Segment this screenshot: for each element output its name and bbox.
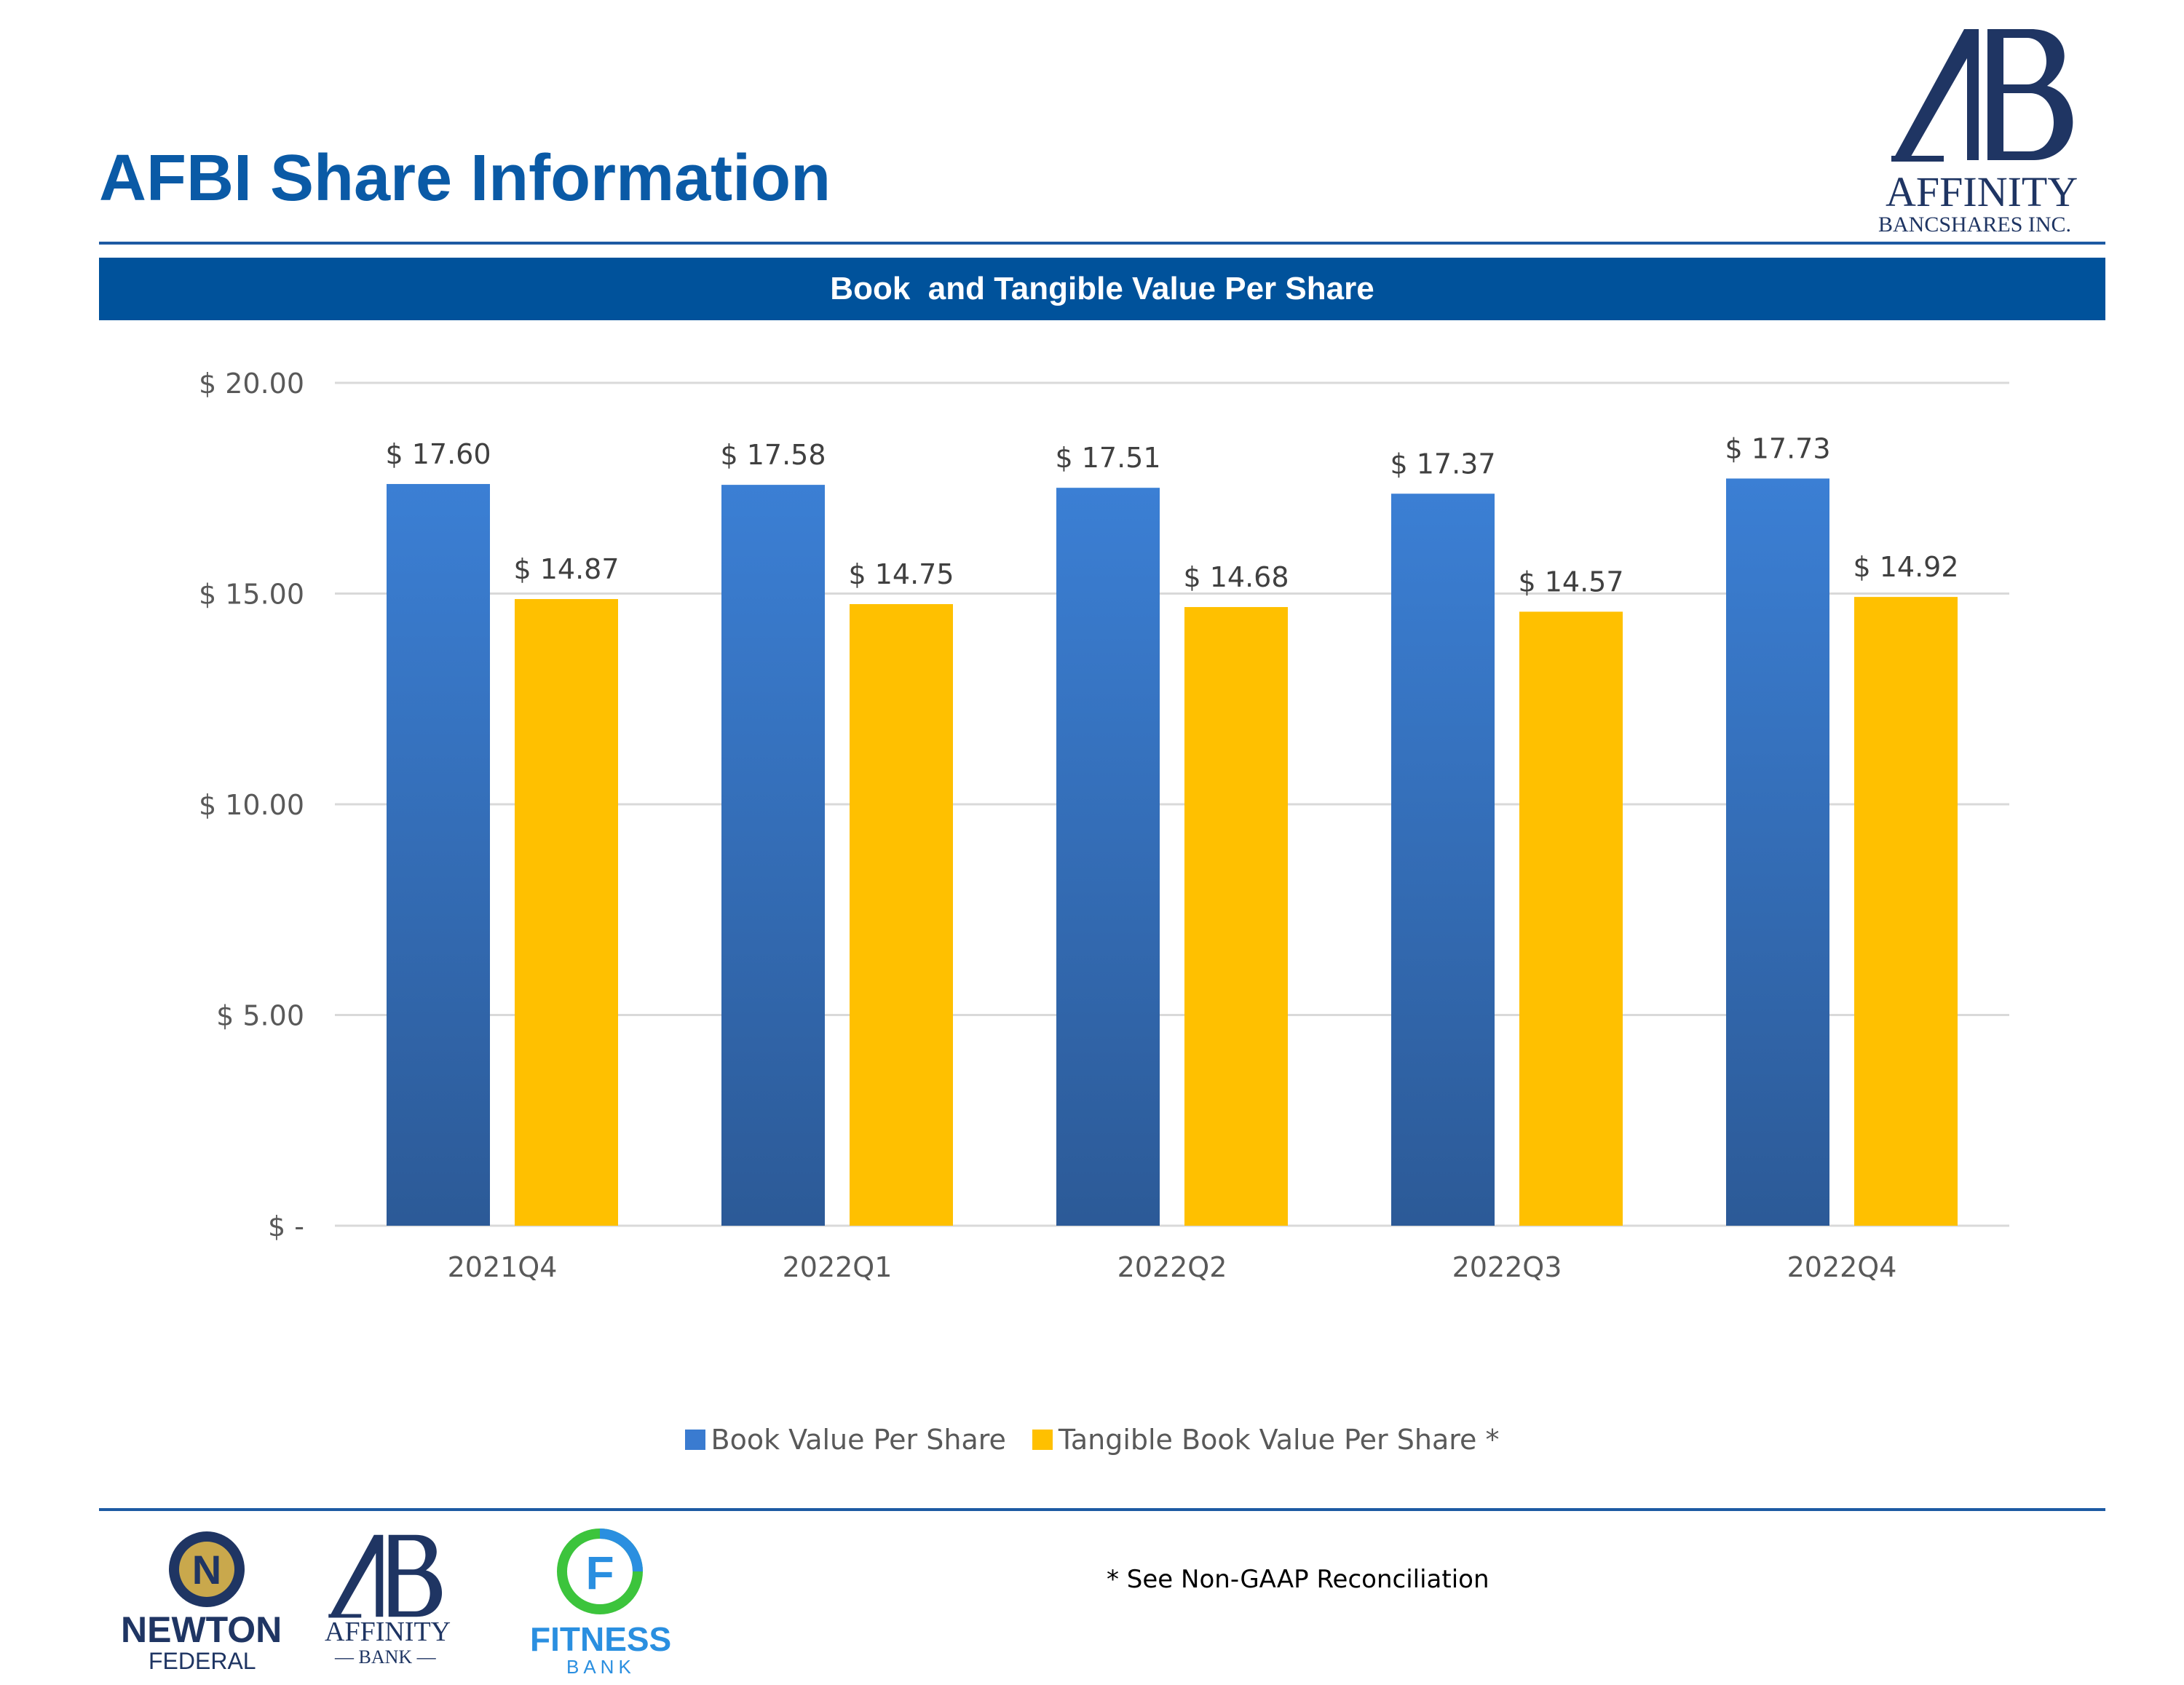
- bar-tangible-book-value: [515, 599, 618, 1226]
- fitness-bank-text: BANK: [566, 1656, 636, 1678]
- data-label-tangible-book-value: $ 14.87: [513, 553, 619, 585]
- ab-monogram-small-icon: [328, 1534, 443, 1618]
- data-label-tangible-book-value: $ 14.57: [1518, 566, 1623, 598]
- data-label-tangible-book-value: $ 14.92: [1853, 551, 1958, 583]
- legend-item-book-value: Book Value Per Share: [684, 1424, 1006, 1456]
- data-label-book-value: $ 17.37: [1390, 448, 1495, 480]
- ab-monogram-icon: [1891, 29, 2073, 162]
- x-tick-label: 2022Q1: [783, 1251, 893, 1283]
- fitness-bank-logo: F FITNESS BANK: [524, 1525, 684, 1678]
- bar-tangible-book-value: [1854, 597, 1958, 1226]
- legend-label-book-value: Book Value Per Share: [711, 1424, 1006, 1456]
- bar-book-value: [1726, 478, 1829, 1226]
- bar-book-value: [1056, 488, 1160, 1226]
- svg-text:N: N: [192, 1547, 221, 1593]
- data-label-book-value: $ 17.60: [385, 438, 491, 470]
- data-label-book-value: $ 17.51: [1055, 442, 1160, 474]
- chart-title-banner: Book and Tangible Value Per Share: [99, 258, 2105, 320]
- logo-affinity-text: AFFINITY: [1886, 168, 2078, 215]
- bar-tangible-book-value: [850, 603, 953, 1226]
- fitness-text: FITNESS: [530, 1620, 672, 1658]
- chart-legend: Book Value Per Share Tangible Book Value…: [0, 1418, 2184, 1462]
- newton-n-icon: N: [169, 1531, 245, 1607]
- logo-bancshares-text: BANCSHARES INC.: [1878, 213, 2072, 237]
- data-label-book-value: $ 17.73: [1725, 432, 1830, 464]
- bar-book-value: [721, 485, 825, 1226]
- legend-swatch-tangible-book-value: [1032, 1430, 1053, 1450]
- y-tick-label: $ -: [268, 1210, 304, 1242]
- legend-item-tangible-book-value: Tangible Book Value Per Share *: [1032, 1424, 1500, 1456]
- bar-book-value: [387, 483, 490, 1226]
- svg-text:F: F: [585, 1547, 614, 1599]
- newton-text: NEWTON: [121, 1609, 282, 1650]
- x-tick-label: 2022Q4: [1787, 1251, 1897, 1283]
- newton-federal-logo: N NEWTON FEDERAL: [116, 1529, 298, 1674]
- data-label-tangible-book-value: $ 14.68: [1183, 561, 1289, 593]
- affinity-bank-logo: AFFINITY — BANK —: [320, 1529, 466, 1674]
- y-tick-label: $ 10.00: [199, 789, 304, 821]
- bar-book-value: [1391, 493, 1495, 1226]
- bar-tangible-book-value: [1184, 607, 1288, 1226]
- fitness-f-icon: F: [557, 1529, 643, 1614]
- bar-tangible-book-value: [1519, 611, 1623, 1226]
- x-tick-label: 2021Q4: [448, 1251, 558, 1283]
- header-divider: [99, 242, 2105, 245]
- y-tick-label: $ 15.00: [199, 579, 304, 611]
- bank-text: — BANK —: [335, 1646, 436, 1668]
- affinity-bank-text: AFFINITY: [325, 1617, 451, 1647]
- x-tick-label: 2022Q3: [1452, 1251, 1562, 1283]
- data-label-tangible-book-value: $ 14.75: [848, 558, 954, 590]
- affinity-bancshares-logo: AFFINITY BANCSHARES INC.: [1878, 22, 2111, 240]
- data-label-book-value: $ 17.58: [720, 439, 826, 471]
- federal-text: FEDERAL: [149, 1648, 256, 1674]
- non-gaap-footnote: * See Non-GAAP Reconciliation: [1107, 1565, 1489, 1594]
- y-tick-label: $ 5.00: [216, 1000, 304, 1032]
- page-title: AFBI Share Information: [99, 142, 831, 215]
- footer-divider: [99, 1508, 2105, 1511]
- legend-swatch-book-value: [684, 1430, 705, 1450]
- y-tick-label: $ 20.00: [199, 368, 304, 400]
- legend-label-tangible-book-value: Tangible Book Value Per Share *: [1058, 1424, 1500, 1456]
- x-tick-label: 2022Q2: [1117, 1251, 1227, 1283]
